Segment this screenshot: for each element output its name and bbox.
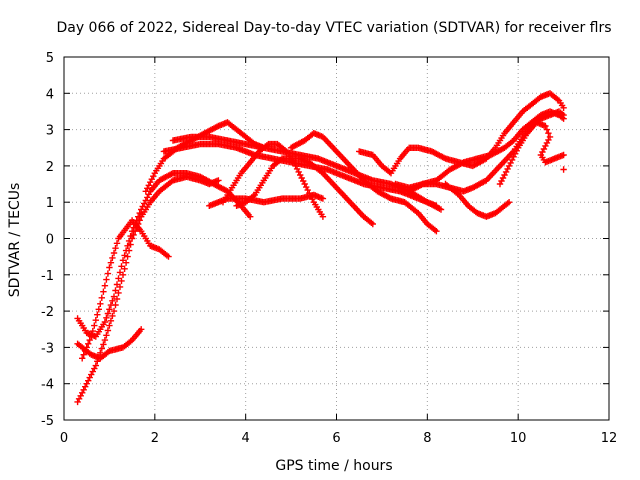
series-sat-k (287, 130, 440, 235)
series-sat-d (79, 217, 172, 362)
y-tick-label: 5 (46, 51, 54, 66)
y-tick-label: 1 (46, 196, 54, 211)
series-markers (442, 180, 513, 220)
y-tick-label: 2 (46, 160, 54, 175)
y-tick-label: 3 (46, 124, 54, 139)
series-markers (233, 155, 376, 228)
series-sat-c (74, 326, 145, 362)
x-tick-label: 0 (60, 431, 68, 446)
series-sat-p (496, 119, 567, 188)
series-sat-j (233, 155, 376, 228)
series-markers (287, 130, 440, 235)
y-tick-label: 0 (46, 233, 54, 248)
series-markers (356, 90, 567, 177)
chart-title: Day 066 of 2022, Sidereal Day-to-day VTE… (56, 20, 611, 36)
x-tick-label: 2 (151, 431, 159, 446)
y-axis-label: SDTVAR / TECUs (7, 183, 23, 298)
series-sat-o (442, 180, 513, 220)
y-tick-label: -5 (41, 414, 54, 429)
x-tick-label: 12 (601, 431, 618, 446)
y-tick-label: -4 (41, 378, 54, 393)
y-tick-label: -1 (41, 269, 54, 284)
y-tick-label: -2 (41, 305, 54, 320)
data-series (74, 90, 567, 406)
series-sat-a (74, 173, 222, 406)
series-markers (74, 326, 145, 362)
series-sat-l (356, 90, 567, 177)
y-tick-label: 4 (46, 87, 54, 102)
x-tick-label: 6 (332, 431, 340, 446)
x-tick-label: 10 (510, 431, 527, 446)
x-tick-label: 8 (423, 431, 431, 446)
series-markers (496, 119, 567, 188)
x-axis-label: GPS time / hours (275, 458, 392, 474)
x-tick-label: 4 (242, 431, 250, 446)
plot-frame (63, 56, 610, 421)
series-markers (79, 217, 172, 362)
series-markers (74, 173, 222, 406)
y-tick-label: -3 (41, 341, 54, 356)
